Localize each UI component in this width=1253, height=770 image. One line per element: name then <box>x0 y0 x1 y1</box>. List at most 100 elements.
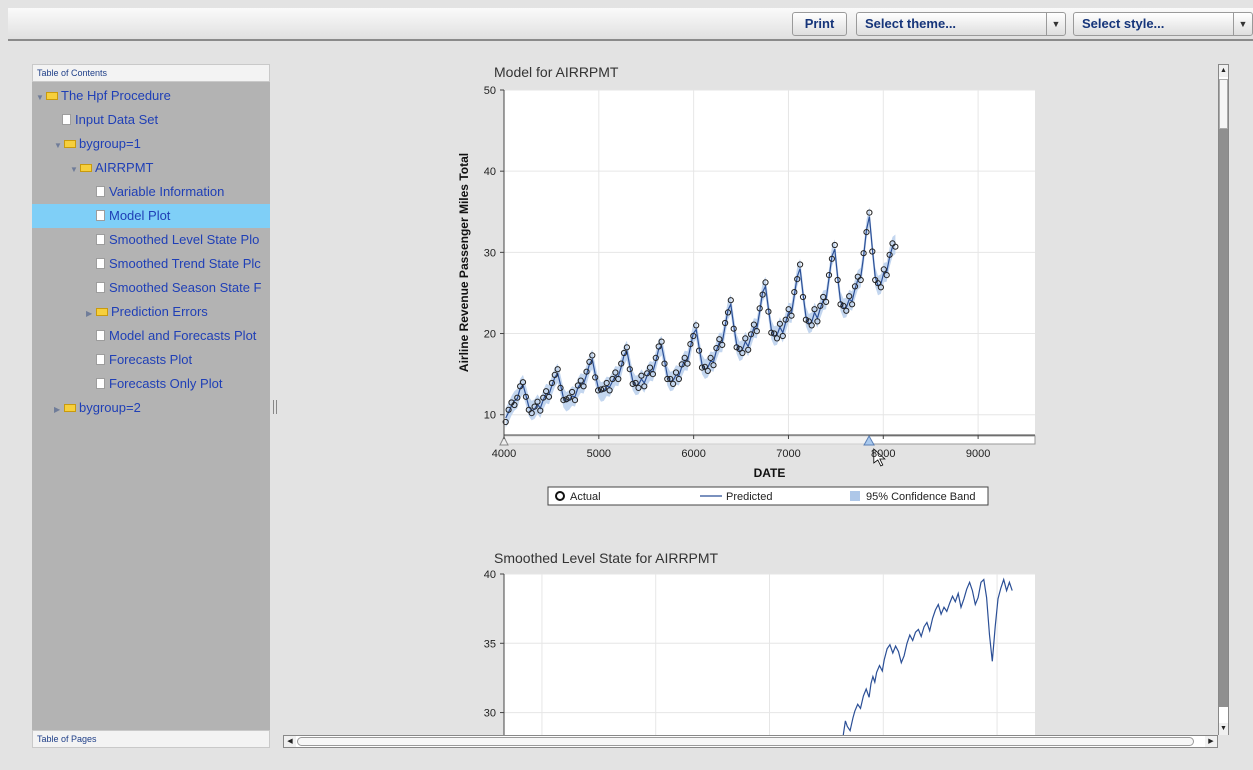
style-select[interactable]: Select style... ▼ <box>1073 12 1253 36</box>
actual-point <box>707 354 714 361</box>
toc-item[interactable]: Smoothed Season State F <box>32 276 270 300</box>
scrollbar-track <box>1219 79 1228 707</box>
scroll-up-arrow-icon[interactable]: ▲ <box>1219 65 1228 77</box>
toc-item[interactable]: Forecasts Plot <box>32 348 270 372</box>
actual-point <box>791 289 798 296</box>
actual-point <box>681 354 688 361</box>
document-icon <box>96 234 105 245</box>
panel-splitter-handle[interactable] <box>273 400 277 414</box>
folder-icon <box>64 404 76 412</box>
chevron-down-icon[interactable]: ▼ <box>1233 13 1252 35</box>
toc-item-label: Forecasts Plot <box>109 352 193 367</box>
actual-point <box>678 361 685 368</box>
actual-point <box>649 371 656 378</box>
y-tick-label: 30 <box>484 247 496 259</box>
actual-point <box>574 382 582 389</box>
toc-item-label: Prediction Errors <box>111 304 208 319</box>
actual-point <box>580 383 587 390</box>
level-state-line <box>842 577 1013 736</box>
actual-point <box>693 322 700 329</box>
expand-arrow-icon[interactable]: ▼ <box>54 141 62 150</box>
actual-point <box>797 261 804 268</box>
document-icon <box>96 378 105 389</box>
scrollbar-thumb[interactable] <box>297 737 1194 746</box>
actual-point <box>716 336 723 343</box>
actual-point <box>687 341 694 348</box>
actual-point <box>817 302 824 309</box>
x-tick-label: 9000 <box>966 448 990 460</box>
print-button[interactable]: Print <box>792 12 847 36</box>
actual-point <box>667 375 674 383</box>
actual-point <box>670 380 677 387</box>
actual-point <box>514 394 521 401</box>
actual-point <box>863 229 870 236</box>
vertical-scrollbar[interactable]: ▲ ▼ <box>1218 64 1229 736</box>
document-icon <box>96 186 105 197</box>
collapse-arrow-icon[interactable]: ▶ <box>54 405 61 414</box>
theme-select[interactable]: Select theme... ▼ <box>856 12 1066 36</box>
actual-point <box>534 398 541 405</box>
actual-point <box>684 360 691 367</box>
toc-item[interactable]: Model Plot <box>32 204 270 228</box>
toc-item[interactable]: Variable Information <box>32 180 270 204</box>
expand-arrow-icon[interactable]: ▼ <box>70 165 78 174</box>
actual-point <box>618 360 625 367</box>
document-icon <box>62 114 71 125</box>
toc-item[interactable]: ▼ The Hpf Procedure <box>32 84 270 108</box>
toc-item[interactable]: ▼ bygroup=1 <box>32 132 270 156</box>
actual-point <box>814 318 821 325</box>
toc-item[interactable]: Forecasts Only Plot <box>32 372 270 396</box>
table-of-pages-header[interactable]: Table of Pages <box>32 730 270 748</box>
folder-icon <box>64 140 76 148</box>
actual-point <box>646 364 654 371</box>
scroll-down-arrow-icon[interactable]: ▼ <box>1219 723 1228 735</box>
y-tick-label: 10 <box>484 410 496 422</box>
collapse-arrow-icon[interactable]: ▶ <box>86 309 93 318</box>
actual-point <box>603 379 610 387</box>
actual-point <box>886 251 893 258</box>
actual-point <box>696 347 703 354</box>
actual-point <box>531 403 538 410</box>
actual-point <box>557 384 564 391</box>
actual-point <box>722 319 729 327</box>
chart-title: Model for AIRRPMT <box>494 64 619 80</box>
folder-icon <box>46 92 58 100</box>
actual-point <box>672 369 680 376</box>
x-tick-label: 7000 <box>776 448 800 460</box>
expand-arrow-icon[interactable]: ▼ <box>36 93 44 102</box>
toc-item[interactable]: ▼ AIRRPMT <box>32 156 270 180</box>
actual-point <box>883 272 890 279</box>
x-tick-label: 6000 <box>681 448 705 460</box>
range-slider-right-handle-icon <box>863 434 875 446</box>
actual-point <box>551 371 558 378</box>
scroll-left-arrow-icon[interactable]: ◀ <box>284 736 296 747</box>
actual-point <box>569 388 576 396</box>
actual-point <box>704 367 711 374</box>
actual-point <box>592 374 599 381</box>
toc-item-label: Smoothed Trend State Plc <box>109 256 261 271</box>
y-tick-label: 35 <box>484 638 496 650</box>
y-tick-label: 50 <box>484 85 496 97</box>
actual-point <box>583 368 590 375</box>
actual-point <box>626 366 633 373</box>
actual-point <box>874 280 882 287</box>
toc-item[interactable]: Smoothed Level State Plo <box>32 228 270 252</box>
actual-point <box>586 358 593 365</box>
scrollbar-thumb[interactable] <box>1219 79 1228 129</box>
toc-item[interactable]: ▶ bygroup=2 <box>32 396 270 420</box>
scroll-right-arrow-icon[interactable]: ▶ <box>1205 736 1217 747</box>
chevron-down-icon[interactable]: ▼ <box>1046 13 1065 35</box>
actual-point <box>554 366 561 373</box>
actual-point <box>629 380 636 387</box>
toc-item[interactable]: Input Data Set <box>32 108 270 132</box>
actual-point <box>736 345 743 353</box>
toc-item[interactable]: Smoothed Trend State Plc <box>32 252 270 276</box>
y-tick-label: 20 <box>484 329 496 341</box>
toc-item[interactable]: ▶ Prediction Errors <box>32 300 270 324</box>
y-tick-label: 40 <box>484 166 496 178</box>
toc-item[interactable]: Model and Forecasts Plot <box>32 324 270 348</box>
horizontal-scrollbar[interactable]: ◀ ▶ <box>283 735 1218 748</box>
actual-point <box>566 394 573 401</box>
scrollbar-corner <box>1218 735 1229 748</box>
toc-item-label: Forecasts Only Plot <box>109 376 223 391</box>
